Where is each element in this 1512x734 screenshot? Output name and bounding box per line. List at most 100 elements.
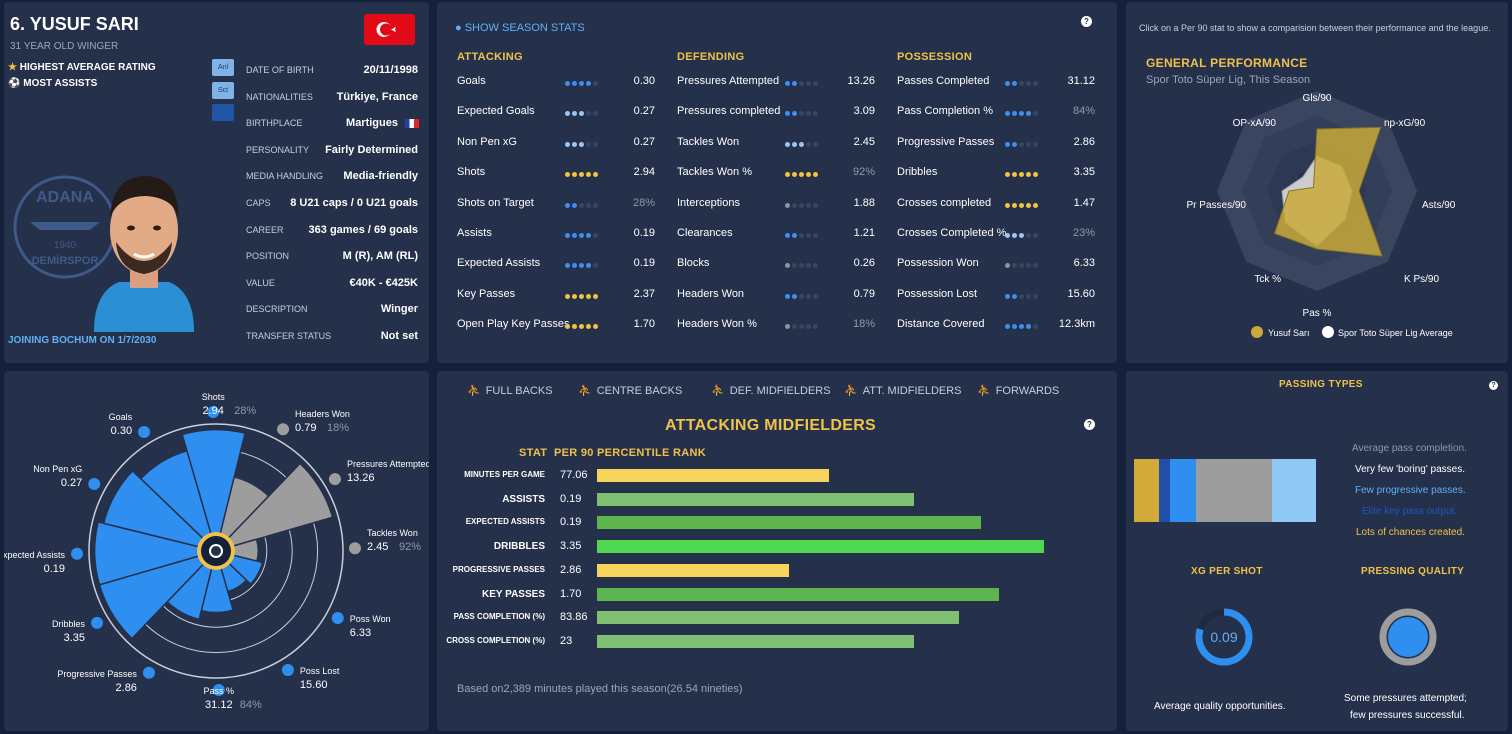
stat-label: Shots — [457, 166, 486, 179]
general-performance-panel: Click on a Per 90 stat to show a compari… — [1126, 2, 1508, 363]
pizza-marker — [138, 426, 151, 439]
season-stat-row[interactable]: Assists 0.19 — [457, 226, 655, 242]
season-stat-row[interactable]: Dribbles 3.35 — [897, 165, 1095, 181]
season-stat-row[interactable]: Expected Assists 0.19 — [457, 256, 655, 272]
season-stat-row[interactable]: Pressures completed 3.09 — [677, 104, 875, 120]
tab-analysis[interactable]: Anl — [212, 59, 234, 76]
season-stat-row[interactable]: Blocks 0.26 — [677, 256, 875, 272]
rating-dot — [579, 172, 584, 178]
season-stat-row[interactable]: Possession Lost 15.60 — [897, 287, 1095, 303]
position-tab[interactable]: ⛹ DEF. MIDFIELDERS — [711, 384, 831, 397]
season-stat-row[interactable]: Crosses Completed % 23% — [897, 226, 1095, 242]
stat-label: Assists — [457, 227, 492, 239]
season-stat-row[interactable]: Open Play Key Passes 1.70 — [457, 317, 655, 333]
position-tab[interactable]: ⛹ CENTRE BACKS — [578, 384, 682, 397]
season-stat-row[interactable]: Crosses completed 1.47 — [897, 196, 1095, 212]
show-season-stats-toggle[interactable]: ● SHOW SEASON STATS — [455, 22, 585, 34]
season-stat-row[interactable]: Clearances 1.21 — [677, 226, 875, 242]
pizza-slice[interactable] — [102, 469, 207, 549]
pct-per90: 23 — [560, 634, 573, 647]
season-stat-row[interactable]: Distance Covered 12.3km — [897, 317, 1095, 333]
season-stat-row[interactable]: Pressures Attempted 13.26 — [677, 74, 875, 90]
pizza-slice[interactable] — [93, 521, 204, 586]
season-stat-row[interactable]: Tackles Won 2.45 — [677, 135, 875, 151]
pct-bar[interactable] — [597, 587, 1000, 601]
rating-dots — [1005, 109, 1040, 117]
rating-dot — [813, 172, 818, 178]
season-stat-row[interactable]: Goals 0.30 — [457, 74, 655, 90]
season-stat-row[interactable]: Tackles Won % 92% — [677, 165, 875, 181]
rating-dot — [572, 233, 577, 238]
pct-bar[interactable] — [597, 469, 830, 482]
rating-dot — [593, 172, 598, 178]
position-tab[interactable]: ⛹ FORWARDS — [977, 384, 1059, 397]
pizza-label: Poss Lost — [300, 666, 340, 676]
rating-dots — [565, 79, 600, 86]
rating-dots — [565, 201, 600, 208]
rating-dot — [806, 172, 811, 178]
season-stat-row[interactable]: Headers Won 0.79 — [677, 287, 875, 303]
rating-dot — [792, 293, 797, 299]
pressing-quality-gauge — [1379, 608, 1437, 666]
pct-bar[interactable] — [597, 492, 915, 506]
detail-label: TRANSFER STATUS — [246, 331, 332, 341]
help-icon[interactable]: ? — [1489, 381, 1498, 390]
rating-dots — [1005, 261, 1040, 269]
season-stat-row[interactable]: Shots 2.94 — [457, 165, 655, 181]
rating-dot — [1026, 141, 1031, 147]
rating-dot — [565, 263, 570, 269]
rating-dot — [1012, 293, 1017, 299]
rating-dot — [806, 202, 811, 208]
pct-per90: 3.35 — [560, 540, 582, 553]
season-stat-row[interactable]: Key Passes 2.37 — [457, 287, 655, 303]
season-stat-row[interactable]: Interceptions 1.88 — [677, 196, 875, 212]
rating-dot — [1026, 172, 1031, 178]
pct-bar[interactable] — [597, 634, 915, 648]
season-stat-row[interactable]: Shots on Target 28% — [457, 196, 655, 212]
stat-value: 2.45 — [853, 135, 875, 148]
rating-dot — [565, 141, 570, 147]
detail-label: CAREER — [246, 224, 284, 235]
rating-dots — [565, 261, 600, 269]
pct-bar[interactable] — [597, 540, 1044, 554]
season-stat-row[interactable]: Possession Won 6.33 — [897, 256, 1095, 272]
pct-bar[interactable] — [597, 611, 960, 625]
season-stat-row[interactable]: Non Pen xG 0.27 — [457, 135, 655, 151]
rating-dot — [579, 81, 584, 86]
season-stat-row[interactable]: Passes Completed 31.12 — [897, 74, 1095, 90]
pizza-slice[interactable] — [224, 462, 334, 548]
rating-dot — [572, 172, 577, 178]
rating-dots — [785, 109, 820, 117]
rating-dot — [565, 324, 570, 330]
pizza-value: 0.19 — [44, 563, 65, 575]
rating-dots — [565, 170, 600, 178]
season-stat-row[interactable]: Expected Goals 0.27 — [457, 104, 655, 120]
rating-dot — [1033, 293, 1038, 299]
position-tab[interactable]: ⛹ ATT. MIDFIELDERS — [844, 384, 962, 397]
season-stat-row[interactable]: Headers Won % 18% — [677, 317, 875, 333]
detail-label: CAPS — [246, 198, 271, 208]
pizza-extra: 92% — [399, 541, 421, 553]
position-tab[interactable]: ⛹ FULL BACKS — [467, 384, 553, 397]
season-stat-row[interactable]: Pass Completion % 84% — [897, 104, 1095, 120]
tab-third[interactable] — [212, 104, 234, 121]
pct-bar[interactable] — [597, 563, 790, 577]
help-icon[interactable]: ? — [1081, 16, 1092, 27]
tab-label: FULL BACKS — [485, 385, 553, 397]
rating-dot — [1005, 111, 1010, 117]
season-stat-row[interactable]: Progressive Passes 2.86 — [897, 135, 1095, 151]
pizza-marker — [281, 663, 294, 676]
pizza-chart[interactable]: Goals 0.30 Shots 2.94 28% Headers Won 0.79 18% P… — [4, 371, 429, 731]
detail-label: DESCRIPTION — [246, 304, 308, 315]
rating-dot — [1005, 263, 1010, 269]
rating-dots — [1005, 322, 1040, 330]
passing-segment — [1170, 459, 1196, 522]
tab-scout[interactable]: Sct — [212, 82, 234, 99]
stat-value: 18% — [852, 318, 875, 331]
rating-dots — [1005, 292, 1040, 299]
rating-dot — [1019, 233, 1024, 238]
help-icon[interactable]: ? — [1084, 419, 1095, 430]
radar-chart[interactable]: Gls/90 np-xG/90 Asts/90 K Ps/90 Pas % Tck % Pr… — [1126, 88, 1508, 348]
pct-bar[interactable] — [597, 516, 982, 530]
pizza-slice[interactable] — [181, 428, 246, 539]
